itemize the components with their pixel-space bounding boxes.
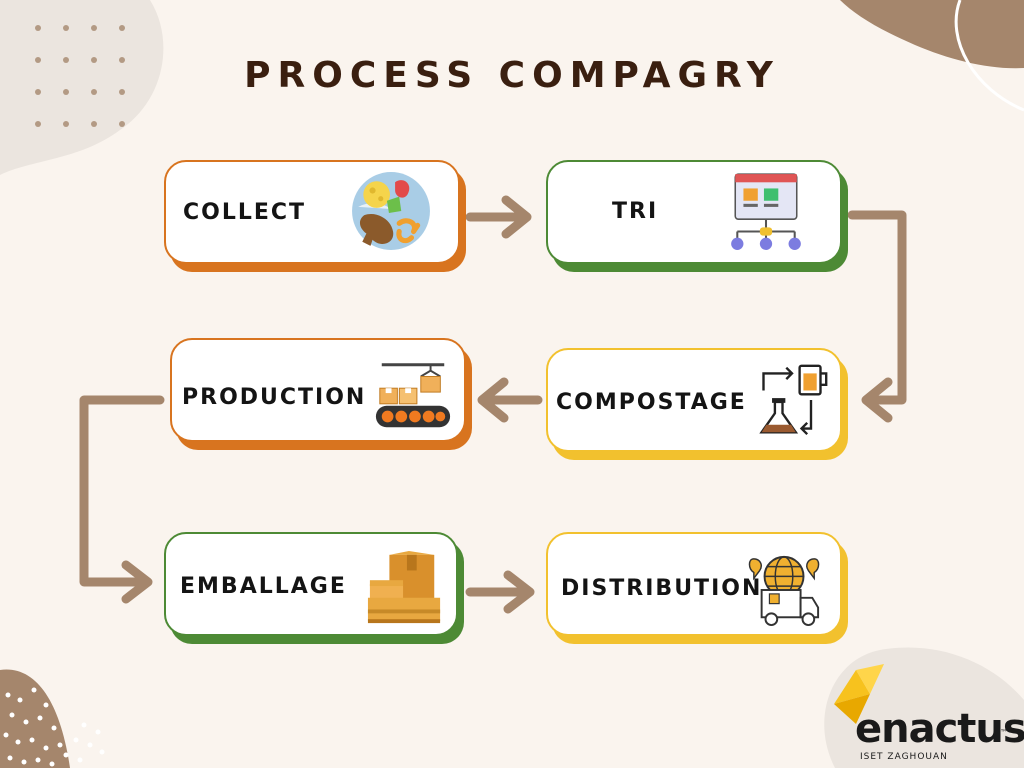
step-label: COMPOSTAGE	[556, 390, 747, 415]
top-right-arc	[954, 0, 1024, 112]
step-label: COLLECT	[183, 200, 307, 225]
bottom-left-dots	[3, 687, 105, 767]
step-label: PRODUCTION	[182, 385, 367, 410]
arrow-compostage-to-production	[477, 377, 543, 423]
delivery-truck-globe-icon	[748, 555, 820, 627]
arrow-production-to-emballage	[79, 395, 165, 604]
logo-subtitle: ISET ZAGHOUAN	[860, 752, 948, 762]
arrow-collect-to-tri	[465, 195, 532, 239]
step-label: DISTRIBUTION	[561, 576, 763, 601]
logo-trademark: ™	[1000, 728, 1008, 737]
top-left-blob	[0, 0, 164, 175]
step-label: TRI	[612, 199, 659, 224]
arrow-emballage-to-distribution	[465, 570, 535, 614]
enactus-logo-mark-icon	[834, 664, 884, 724]
top-right-blob	[840, 0, 1024, 69]
cardboard-box-icon	[367, 550, 441, 624]
step-label: EMBALLAGE	[180, 574, 347, 599]
page-title: PROCESS COMPAGRY	[244, 55, 780, 96]
logo-wordmark: enactus	[855, 706, 1024, 752]
sorting-hierarchy-icon	[731, 173, 801, 250]
arrow-tri-to-compostage	[847, 210, 907, 423]
conveyor-belt-icon	[375, 363, 451, 428]
food-waste-icon	[352, 172, 430, 250]
lab-flask-icon	[759, 364, 828, 436]
top-left-dot-grid	[35, 25, 125, 127]
